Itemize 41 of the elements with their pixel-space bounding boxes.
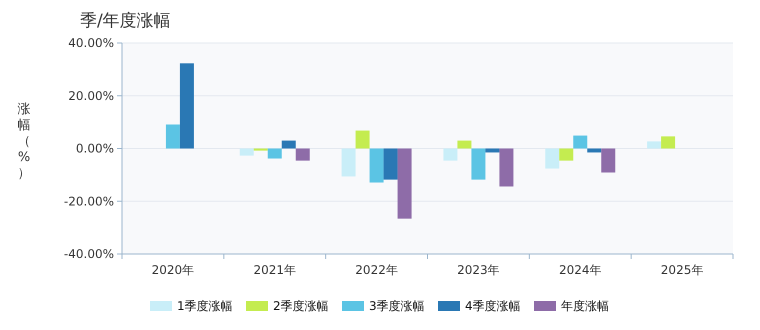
bar	[573, 136, 588, 148]
x-tick-label: 2022年	[355, 263, 398, 277]
bar	[296, 148, 310, 161]
bar	[398, 148, 412, 219]
x-tick-label: 2024年	[558, 263, 602, 277]
bar	[240, 148, 254, 156]
legend-label: 年度涨幅	[561, 299, 609, 314]
bar	[647, 141, 662, 148]
legend-label: 3季度涨幅	[369, 299, 425, 314]
bar	[499, 148, 514, 186]
bar	[545, 148, 560, 169]
y-tick-label: 20.00%	[68, 88, 114, 103]
y-axis-title: 涨幅（%）	[18, 102, 30, 181]
bar	[471, 148, 486, 180]
bar	[661, 136, 676, 148]
bar	[166, 124, 180, 148]
bar	[356, 130, 370, 148]
y-tick-label: 40.00%	[68, 36, 114, 50]
bar	[485, 148, 500, 152]
bar	[384, 148, 398, 180]
bar	[268, 148, 282, 159]
bar	[443, 148, 458, 161]
bar	[282, 140, 296, 148]
bar	[601, 148, 616, 172]
bar	[587, 148, 602, 152]
bar	[370, 148, 384, 183]
bar	[342, 148, 356, 176]
x-tick-label: 2025年	[660, 263, 704, 277]
y-tick-label: -40.00%	[64, 247, 114, 262]
y-tick-label: -20.00%	[64, 194, 114, 208]
legend-label: 4季度涨幅	[465, 299, 521, 314]
chart-title: 季/年度涨幅	[80, 11, 171, 31]
bar	[559, 148, 574, 161]
x-tick-label: 2020年	[152, 263, 194, 277]
x-tick-label: 2021年	[253, 263, 296, 277]
legend-label: 2季度涨幅	[273, 299, 329, 314]
y-tick-label: 0.00%	[76, 142, 114, 156]
legend-label: 1季度涨幅	[177, 299, 233, 314]
bar	[457, 140, 472, 148]
x-tick-label: 2023年	[457, 263, 500, 277]
bar	[180, 63, 194, 148]
